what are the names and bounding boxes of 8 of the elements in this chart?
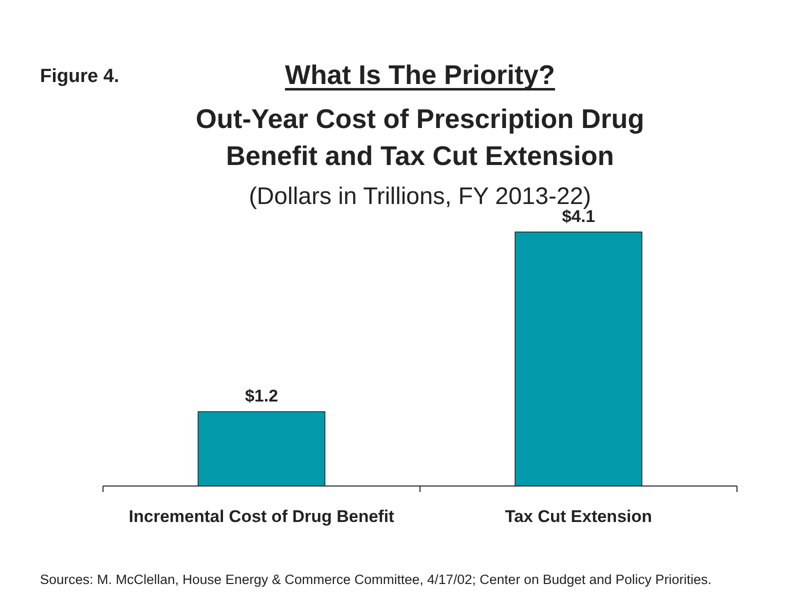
source-note: Sources: M. McClellan, House Energy & Commerce Committee, 4/17/02; Center on Budget and Policy Priorities. xyxy=(40,572,712,587)
caption: Figure 4. xyxy=(40,66,120,87)
data-label: $1.2 xyxy=(244,386,278,406)
text: (Dollars in Trillions, FY 2013-22) xyxy=(248,183,592,210)
x-tick-label: Tax Cut Extension xyxy=(504,507,652,526)
chart-title: What Is The Priority? xyxy=(284,60,556,90)
chart-subtitle: Out-Year Cost of Prescription Drug Benefit and Tax Cut Extension xyxy=(196,104,644,171)
x-tick-label: Incremental Cost of Drug Benefit xyxy=(128,507,395,526)
